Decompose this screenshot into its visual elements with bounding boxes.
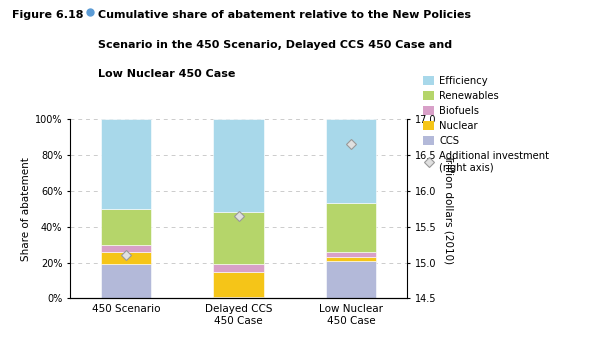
Legend: Efficiency, Renewables, Biofuels, Nuclear, CCS, Additional investment
(right axi: Efficiency, Renewables, Biofuels, Nuclea… <box>421 74 551 175</box>
Bar <box>101 264 151 298</box>
Bar <box>213 119 264 212</box>
Bar <box>326 119 376 203</box>
Bar <box>326 261 376 298</box>
Text: Low Nuclear 450 Case: Low Nuclear 450 Case <box>98 69 236 79</box>
Bar <box>213 264 264 272</box>
Bar <box>101 245 151 252</box>
Bar <box>101 252 151 264</box>
Bar <box>101 119 151 209</box>
Bar <box>101 209 151 245</box>
Y-axis label: Trillion dollars (2010): Trillion dollars (2010) <box>443 154 454 264</box>
Bar <box>213 297 264 298</box>
Bar <box>326 252 376 257</box>
Text: Cumulative share of abatement relative to the New Policies: Cumulative share of abatement relative t… <box>98 10 471 20</box>
Y-axis label: Share of abatement: Share of abatement <box>21 157 30 261</box>
Bar <box>213 212 264 264</box>
Text: Figure 6.18: Figure 6.18 <box>12 10 84 20</box>
Bar <box>213 272 264 297</box>
Bar <box>326 203 376 252</box>
Bar <box>326 257 376 261</box>
Text: Scenario in the 450 Scenario, Delayed CCS 450 Case and: Scenario in the 450 Scenario, Delayed CC… <box>98 40 452 50</box>
